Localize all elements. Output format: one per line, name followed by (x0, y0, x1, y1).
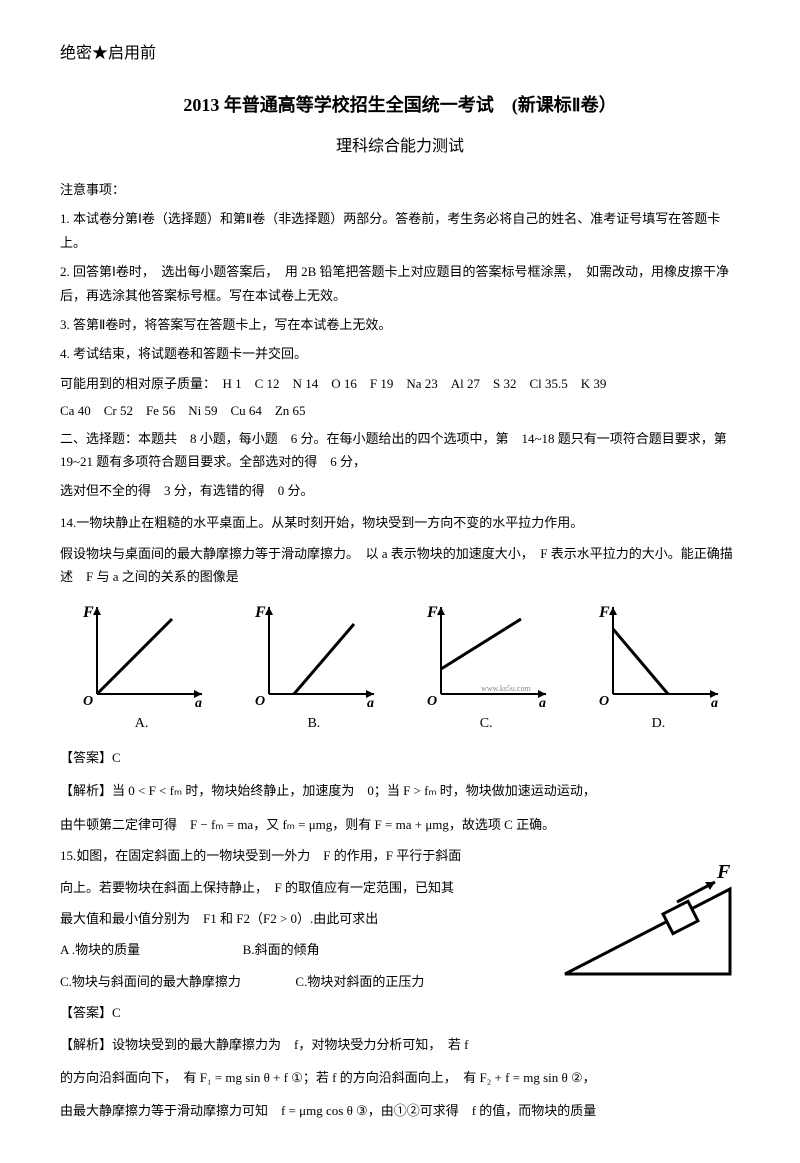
q14-graph-b: F a O B. (232, 599, 395, 736)
q14-label-d: D. (577, 711, 740, 736)
q15-explain-3: 由最大静摩擦力等于滑动摩擦力可知 f = μmg cos θ ③，由①②可求得 … (60, 1099, 740, 1122)
q14-stem-1: 14.一物块静止在粗糙的水平桌面上。从某时刻开始，物块受到一方向不变的水平拉力作… (60, 511, 740, 534)
q15-line1: 15.如图，在固定斜面上的一物块受到一外力 F 的作用，F 平行于斜面 (60, 844, 522, 867)
svg-text:F: F (426, 604, 438, 621)
svg-text:F: F (82, 604, 94, 621)
svg-text:a: a (367, 696, 374, 709)
q14-explain-2: 由牛顿第二定律可得 F − fₘ = ma，又 fₘ = μmg，则有 F = … (60, 813, 740, 836)
svg-text:a: a (195, 696, 202, 709)
q15-answer: 【答案】C (60, 1001, 522, 1024)
secret-label: 绝密★启用前 (60, 40, 740, 69)
notice-item-3: 3. 答第Ⅱ卷时，将答案写在答题卡上，写在本试卷上无效。 (60, 313, 740, 336)
q14-stem-2: 假设物块与桌面间的最大静摩擦力等于滑动摩擦力。 以 a 表示物块的加速度大小， … (60, 542, 740, 589)
q14-graph-c: F a O www.ks5u.com C. (405, 599, 568, 736)
svg-text:www.ks5u.com: www.ks5u.com (481, 684, 531, 693)
svg-text:O: O (255, 694, 265, 709)
q15-line3: 最大值和最小值分别为 F1 和 F2（F2 > 0）.由此可求出 (60, 907, 522, 930)
svg-text:F: F (598, 604, 610, 621)
svg-text:O: O (427, 694, 437, 709)
q15-block: 15.如图，在固定斜面上的一物块受到一外力 F 的作用，F 平行于斜面 向上。若… (60, 844, 740, 1056)
section-instruction-2: 选对但不全的得 3 分，有选错的得 0 分。 (60, 479, 740, 502)
q15-figure: F (555, 854, 740, 993)
atomic-mass-line2: Ca 40 Cr 52 Fe 56 Ni 59 Cu 64 Zn 65 (60, 399, 740, 422)
q14-label-a: A. (60, 711, 223, 736)
q14-graph-a: F a O A. (60, 599, 223, 736)
q15-options-row1: A .物块的质量 B.斜面的倾角 (60, 938, 522, 961)
q15-opt-b: B.斜面的倾角 (243, 942, 320, 957)
q14-graphs: F a O A. F a O B. F a O www.k (60, 599, 740, 736)
svg-text:a: a (711, 696, 718, 709)
q15-line2: 向上。若要物块在斜面上保持静止， F 的取值应有一定范围，已知其 (60, 876, 522, 899)
notice-item-2: 2. 回答第Ⅰ卷时， 选出每小题答案后， 用 2B 铅笔把答题卡上对应题目的答案… (60, 260, 740, 307)
q15-fig-label: F (716, 861, 731, 883)
section-instruction-1: 二、选择题：本题共 8 小题，每小题 6 分。在每小题给出的四个选项中，第 14… (60, 427, 740, 474)
svg-text:O: O (599, 694, 609, 709)
atomic-mass-line1: 可能用到的相对原子质量： H 1 C 12 N 14 O 16 F 19 Na … (60, 372, 740, 395)
q14-label-b: B. (232, 711, 395, 736)
q15-explain-1: 【解析】设物块受到的最大静摩擦力为 f，对物块受力分析可知， 若 f (60, 1033, 522, 1056)
q15-explain-2: 的方向沿斜面向下， 有 F₁ = mg sin θ + f ①；若 f 的方向沿… (60, 1066, 740, 1089)
q15-opt-a: A .物块的质量 (60, 942, 140, 957)
q14-answer: 【答案】C (60, 746, 740, 769)
notice-item-1: 1. 本试卷分第Ⅰ卷（选择题）和第Ⅱ卷（非选择题）两部分。答卷前，考生务必将自己… (60, 207, 740, 254)
sub-title: 理科综合能力测试 (60, 133, 740, 162)
notice-item-4: 4. 考试结束，将试题卷和答题卡一并交回。 (60, 342, 740, 365)
q15-opt-c: C.物块与斜面间的最大静摩擦力 (60, 974, 241, 989)
svg-text:O: O (83, 694, 93, 709)
q15-options-row2: C.物块与斜面间的最大静摩擦力 C.物块对斜面的正压力 (60, 970, 522, 993)
notice-heading: 注意事项： (60, 178, 740, 201)
q14-explain-1: 【解析】当 0 < F < fₘ 时，物块始终静止，加速度为 0；当 F > f… (60, 779, 740, 802)
q14-label-c: C. (405, 711, 568, 736)
svg-text:a: a (539, 696, 546, 709)
svg-text:F: F (254, 604, 266, 621)
main-title: 2013 年普通高等学校招生全国统一考试 (新课标Ⅱ卷） (60, 89, 740, 121)
q14-graph-d: F a O D. (577, 599, 740, 736)
q15-opt-d: C.物块对斜面的正压力 (295, 974, 424, 989)
